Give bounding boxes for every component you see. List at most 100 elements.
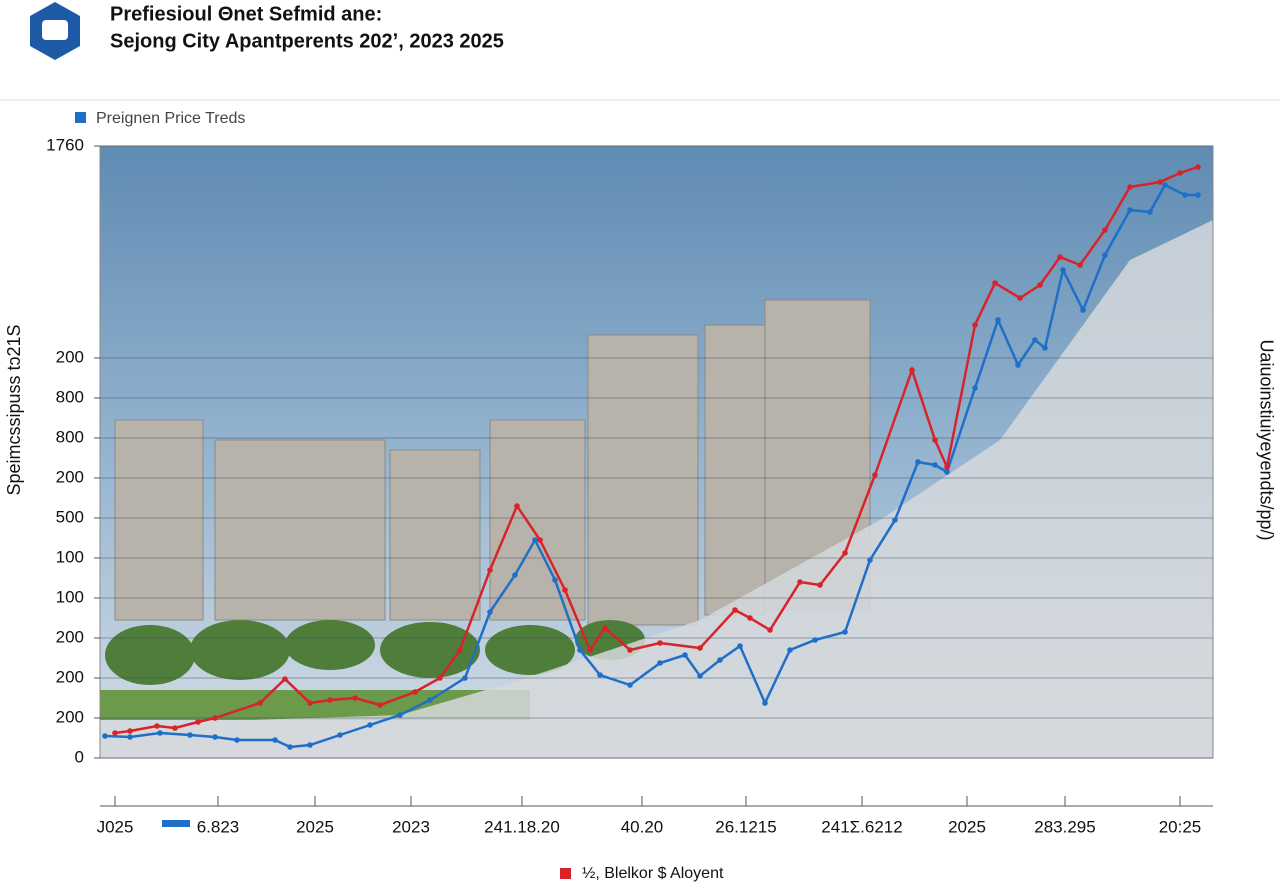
data-point [1042,345,1048,351]
data-point [514,503,520,509]
data-point [972,322,978,328]
data-point [657,660,663,666]
data-point [797,579,803,585]
data-point [127,728,133,734]
data-point [587,647,593,653]
data-point [487,567,493,573]
data-point [812,637,818,643]
data-point [1077,262,1083,268]
data-point [112,730,118,736]
data-point [127,734,133,740]
y-tick-label: 200 [56,667,84,686]
y-tick-label: 100 [56,587,84,606]
legend-label: Preignen Price Treds [96,110,245,127]
y-tick-label: 200 [56,347,84,366]
x-tick-label: 2025 [948,817,986,836]
data-point [1127,207,1133,213]
data-point [817,582,823,588]
data-point [1032,337,1038,343]
logo-icon [42,20,68,40]
header-title: Prefiesioul Θnet Sefmid ane: [110,3,382,25]
data-point [1147,209,1153,215]
data-point [412,689,418,695]
haze [100,220,1213,758]
data-point [787,647,793,653]
data-point [1127,184,1133,190]
data-point [682,652,688,658]
y-tick-label: 500 [56,507,84,526]
x-tick-label: 26.1215 [715,817,776,836]
data-point [995,317,1001,323]
data-point [627,682,633,688]
data-point [627,647,633,653]
data-point [697,673,703,679]
data-point [307,700,313,706]
data-point [537,537,543,543]
data-point [892,517,898,523]
y-tick-label: 1760 [46,135,84,154]
data-point [154,723,160,729]
x-tick-label: 283.295 [1034,817,1095,836]
data-point [462,675,468,681]
legend-swatch [75,112,86,123]
series-line [104,183,1198,749]
data-point [1182,192,1188,198]
data-point [1015,362,1021,368]
data-point [657,640,663,646]
data-point [909,367,915,373]
data-point [842,550,848,556]
data-point [1037,282,1043,288]
x-tick-label: 241Σ.6212 [821,817,902,836]
y-tick-label: 800 [56,427,84,446]
data-point [1060,267,1066,273]
data-point [717,657,723,663]
data-point [867,557,873,563]
data-point [352,695,358,701]
x-tick-label: J025 [97,817,134,836]
plot-frame [99,145,1214,759]
x-tick-label: 241.18.20 [484,817,560,836]
data-point [1195,164,1201,170]
header-subtitle: Sejong City Apantperents 202ʼ, 2023 2025 [110,30,504,52]
legend-label: ½, Blelkor $ Aloyent [582,865,724,882]
data-point [234,737,240,743]
data-point [602,625,608,631]
data-point [327,697,333,703]
x-tick-label: 20:25 [1159,817,1202,836]
data-point [172,725,178,731]
data-point [944,464,950,470]
data-point [195,719,201,725]
data-point [257,700,263,706]
data-point [307,742,313,748]
data-point [872,472,878,478]
data-point [282,676,288,682]
data-point [157,730,163,736]
data-point [1162,182,1168,188]
y-tick-label: 200 [56,467,84,486]
legend-swatch [560,868,571,879]
data-point [1057,254,1063,260]
x-tick-label: 2023 [392,817,430,836]
y-tick-label: 200 [56,707,84,726]
y-tick-label: 200 [56,627,84,646]
data-point [1080,307,1086,313]
data-point [732,607,738,613]
y-tick-label: 0 [75,747,84,766]
y-tick-label: 100 [56,547,84,566]
data-point [397,712,403,718]
data-point [1195,192,1201,198]
data-point [1157,179,1163,185]
data-point [367,722,373,728]
data-point [437,675,443,681]
x-tick-label: 2025 [296,817,334,836]
data-point [992,280,998,286]
data-point [1017,295,1023,301]
data-point [287,744,293,750]
x-tick-label: 40.20 [621,817,664,836]
data-point [532,537,538,543]
data-point [552,577,558,583]
y2-axis-title: Uaiuoinstiuiyeyendts/pp/) [1256,339,1276,540]
data-point [212,734,218,740]
